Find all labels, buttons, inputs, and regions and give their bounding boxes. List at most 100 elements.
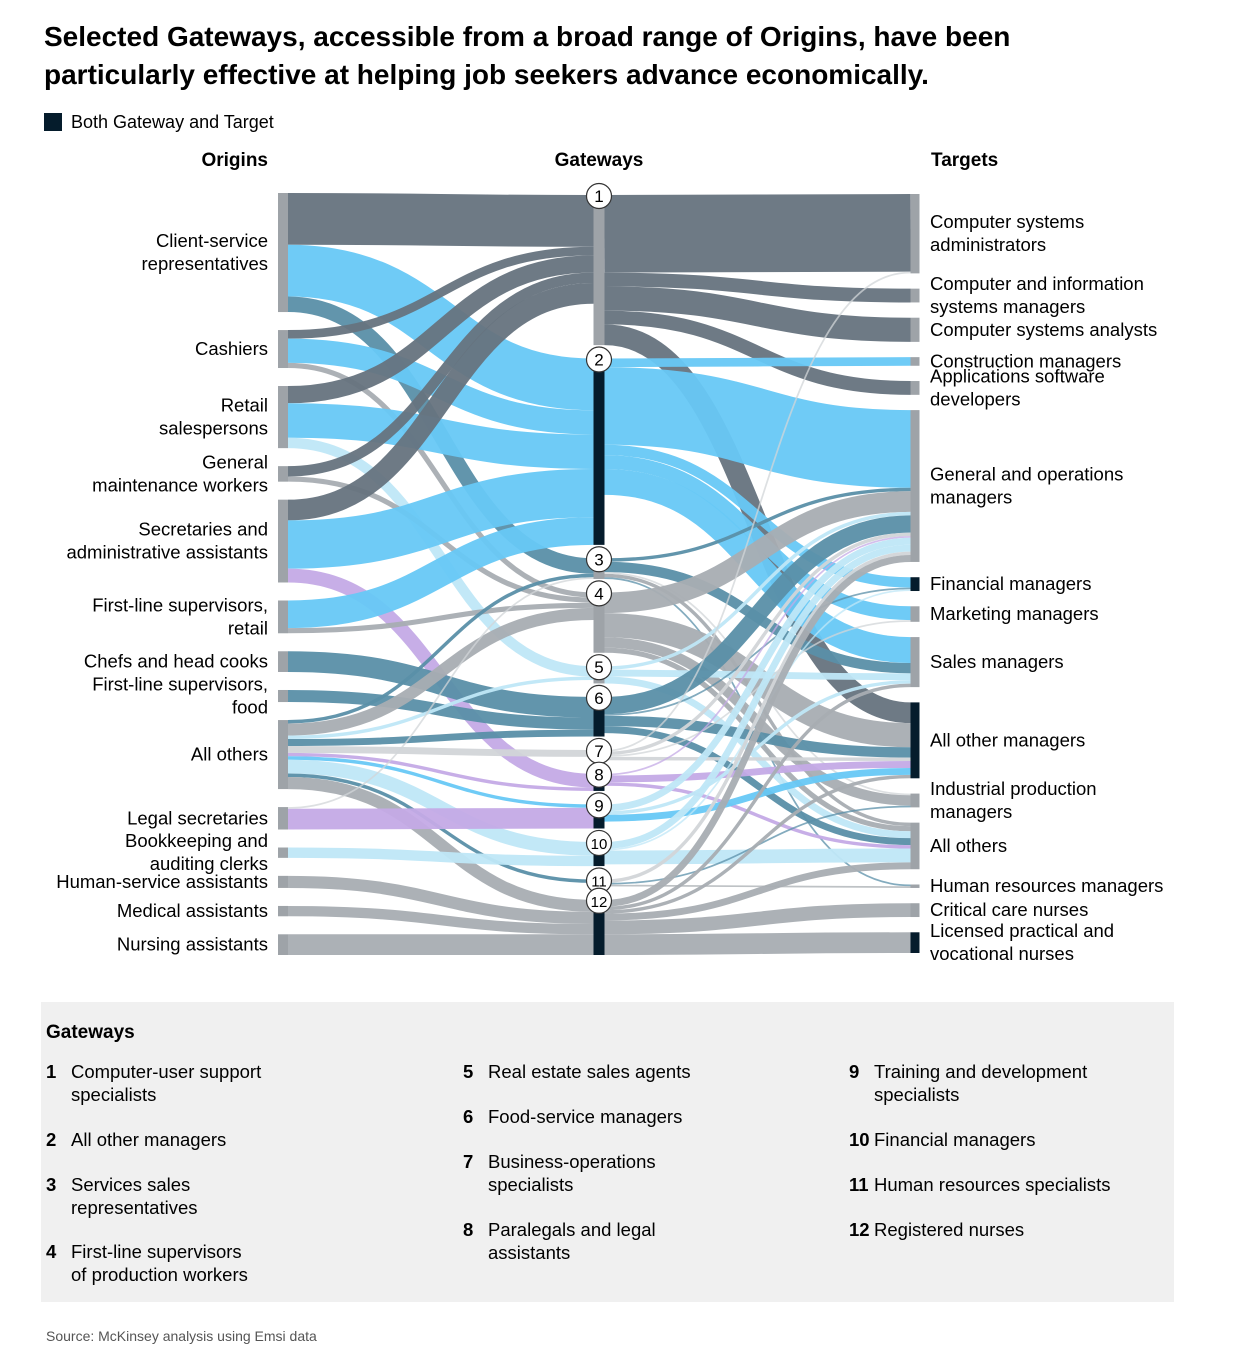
flow-g8-to-t_aom	[604, 761, 911, 783]
flow-g7-to-t_gom	[604, 532, 911, 756]
flow-g11-to-t_gom	[604, 551, 911, 883]
flow-g4-to-t_gom	[604, 491, 911, 614]
flow-g6-to-t_gom	[604, 515, 911, 715]
node-o_maint	[278, 466, 288, 482]
flow-o_legal-to-g3	[287, 577, 594, 809]
flow-o_retail-to-g2	[287, 403, 594, 469]
node-t_mkt	[910, 606, 920, 622]
node-t_asd	[910, 381, 920, 395]
origin-label-o_legal: Legal secretaries	[127, 807, 268, 828]
flow-g8-to-t_all	[604, 782, 911, 849]
node-o_book	[278, 847, 288, 858]
flow-o_all-to-g9	[287, 756, 594, 808]
node-t_all	[910, 822, 920, 870]
node-t_sales	[910, 637, 920, 688]
origin-label-o_book: Bookkeeping and auditing clerks	[125, 830, 268, 874]
gateway-key-number-9: 9	[849, 1061, 860, 1082]
target-label-t_fin: Financial managers	[930, 573, 1091, 594]
flow-g12-to-t_ccn	[604, 903, 911, 935]
gateway-number-6: 6	[594, 689, 603, 708]
flow-o_all-to-g10	[287, 759, 594, 856]
flow-g7-to-t_mkt	[604, 620, 911, 757]
node-o_hsa	[278, 875, 288, 888]
flow-g2-to-t_sales	[604, 468, 911, 663]
node-t_aom	[910, 702, 920, 779]
flow-o_book-to-g10	[287, 847, 594, 867]
gateway-number-2: 2	[594, 351, 603, 370]
node-o_csr	[278, 193, 288, 313]
node-o_retail	[278, 386, 288, 449]
node-t_gom	[910, 410, 920, 562]
origin-label-o_chef: Chefs and head cooks	[84, 651, 268, 672]
gateway-marker-7: 7	[585, 737, 613, 765]
gateway-circle-4	[585, 580, 613, 607]
gateway-key-number-12: 12	[849, 1219, 870, 1240]
flow-o_hsa-to-g12	[287, 875, 594, 924]
gateway-key-number-10: 10	[849, 1129, 870, 1150]
gateway-key-label-9: Training and development specialists	[874, 1061, 1088, 1105]
target-label-t_gom: General and operations managers	[930, 464, 1123, 508]
flow-o_all-to-g5	[287, 676, 594, 740]
origin-label-o_csr: Client-service representatives	[142, 230, 268, 274]
source-note: Source: McKinsey analysis using Emsi dat…	[46, 1328, 317, 1344]
flow-o_cash-to-g1	[287, 246, 594, 339]
target-label-t_ccn: Critical care nurses	[930, 899, 1088, 920]
gateway-circle-3	[585, 546, 613, 573]
gateway-key-number-4: 4	[46, 1241, 57, 1262]
origin-label-o_flsr: First-line supervisors, retail	[92, 594, 268, 638]
node-t_hrm	[910, 884, 920, 888]
gateway-key-label-10: Financial managers	[874, 1129, 1036, 1150]
origin-label-o_sec: Secretaries and administrative assistants	[66, 519, 268, 563]
node-g6	[593, 696, 605, 737]
gateway-key-number-2: 2	[46, 1129, 57, 1150]
flow-o_csr-to-g1	[287, 192, 594, 247]
flow-o_all-to-g4	[287, 607, 594, 736]
node-o_cash	[278, 330, 288, 369]
flow-g9-to-t_gom	[604, 537, 911, 812]
gateway-key-item-5: 5 Real estate sales agents	[463, 1060, 691, 1083]
target-label-t_aom: All other managers	[930, 729, 1085, 750]
gateway-number-7: 7	[594, 742, 603, 761]
node-o_nurse	[278, 934, 288, 955]
flow-o_chef-to-g6	[287, 651, 594, 718]
target-label-t_csa: Computer systems administrators	[930, 211, 1084, 255]
flow-g12-to-t_gom	[604, 555, 911, 907]
gateway-key-item-12: 12 Registered nurses	[849, 1218, 1024, 1241]
gateways-key-title: Gateways	[46, 1022, 135, 1043]
origin-label-o_retail: Retail salespersons	[159, 395, 268, 439]
gateway-key-label-8: Paralegals and legal assistants	[488, 1219, 656, 1263]
node-t_csa	[910, 194, 920, 274]
gateway-key-label-1: Computer-user support specialists	[71, 1061, 262, 1105]
gateway-key-label-3: Services sales representatives	[71, 1174, 198, 1218]
node-o_med	[278, 905, 288, 917]
gateway-circle-6	[585, 684, 613, 711]
gateway-circle-8	[585, 761, 613, 788]
gateway-key-number-1: 1	[46, 1061, 57, 1082]
flow-o_all-to-g8	[287, 752, 594, 791]
node-t_csan	[910, 317, 920, 342]
node-g1	[593, 195, 605, 346]
legend-swatch	[44, 113, 62, 131]
node-o_chef	[278, 651, 288, 672]
node-t_ipm	[910, 793, 920, 808]
gateway-number-8: 8	[594, 766, 603, 785]
gateway-key-item-2: 2 All other managers	[46, 1128, 226, 1151]
flow-g12-to-t_all	[604, 862, 911, 921]
flow-g6-to-t_fin	[604, 587, 911, 716]
gateway-marker-8: 8	[585, 761, 613, 788]
gateway-marker-4: 4	[585, 580, 613, 607]
gateway-circle-12	[585, 887, 613, 914]
flow-o_flsr-to-g4	[287, 602, 594, 634]
node-t_cism	[910, 288, 920, 303]
gateway-marker-6: 6	[585, 684, 613, 711]
origin-label-o_cash: Cashiers	[195, 338, 268, 359]
gateway-key-label-12: Registered nurses	[874, 1219, 1025, 1240]
flow-g12-to-t_aom	[604, 774, 911, 914]
gateway-number-3: 3	[594, 550, 603, 569]
gateway-key-number-3: 3	[46, 1174, 57, 1195]
gateway-key-item-1: 1 Computer-user support specialists	[46, 1060, 261, 1106]
flow-o_all-to-g3	[287, 573, 594, 724]
gateway-key-item-3: 3 Services sales representatives	[46, 1173, 197, 1219]
flow-g2-to-t_con	[604, 357, 911, 368]
